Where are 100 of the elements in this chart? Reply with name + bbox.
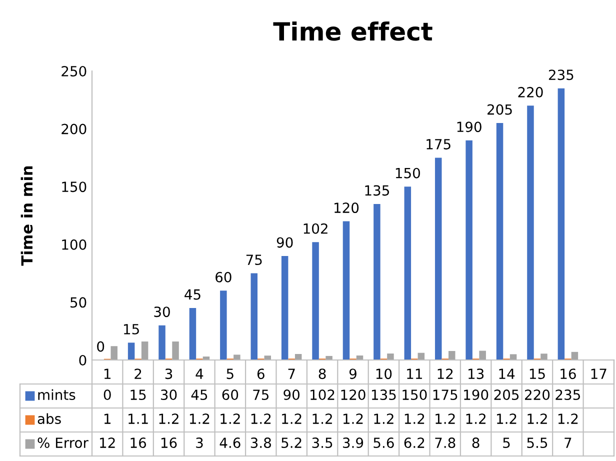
x-tick-label: 13 [468,368,484,380]
annotation: 205 [488,104,512,115]
x-tick-label: 15 [530,368,545,380]
data-label: 1.2 [497,414,516,424]
data-label: 1.2 [404,414,424,424]
data-label: 7 [564,438,572,448]
bar [172,342,179,360]
data-label: 5.6 [374,438,394,448]
y-tick-label: 250 [62,66,86,76]
data-label: 16 [161,438,177,448]
annotation: 30 [154,306,170,318]
annotation: 220 [518,86,543,98]
data-label: 5.5 [527,438,548,448]
data-label: 1.2 [374,414,394,424]
bar [281,256,288,360]
x-tick-label: 12 [438,368,453,379]
data-label: 0 [104,390,111,400]
annotation: 120 [334,202,359,214]
y-axis-title: Time in min [20,166,33,266]
x-tick-label: 2 [134,368,142,379]
bar [128,342,135,360]
bar [510,354,517,360]
x-tick-label: 7 [288,368,295,379]
x-tick-label: 8 [318,368,326,380]
data-label: 235 [556,390,580,400]
bar [479,350,486,360]
data-label: 1.2 [251,414,271,424]
data-label: 12 [100,438,115,448]
data-label: 3 [196,438,203,448]
bar [374,204,380,360]
data-label: 30 [160,390,177,400]
annotation: 75 [246,254,262,266]
bar [466,140,472,360]
chart-title: Time effect [273,21,432,41]
data-label: 90 [284,390,300,400]
data-label: 135 [372,390,396,400]
data-label: 1.2 [558,414,578,424]
y-tick-label: 50 [70,297,86,308]
data-label: 150 [402,390,427,400]
annotation: 175 [426,139,450,150]
bar [527,106,534,360]
annotation: 0 [97,341,104,352]
bar [387,354,394,360]
x-tick-label: 5 [226,368,234,380]
bar [234,354,240,360]
data-label: 120 [341,390,366,400]
annotation: 90 [276,237,293,248]
data-label: 1.2 [466,414,486,424]
data-label: 1 [104,414,110,424]
bar [141,342,148,360]
annotation: 135 [365,185,389,196]
data-label: 6.2 [404,438,424,448]
data-label: 102 [310,390,334,400]
data-label: 1.2 [282,414,302,424]
annotation: 15 [124,324,139,334]
bar [404,186,412,360]
data-label: 4.6 [220,438,240,448]
bar [448,350,456,360]
data-label: 1.2 [528,414,547,424]
data-label: 1.2 [220,414,240,424]
data-label: 175 [433,390,458,400]
bar [326,356,332,360]
data-label: 7.8 [435,438,456,448]
data-label: 205 [494,390,519,400]
annotation: 150 [396,168,420,178]
data-label: 1.2 [190,414,210,424]
bar [342,221,350,360]
x-tick-label: 14 [499,368,515,379]
data-label: 5.2 [282,438,302,448]
bar [434,158,442,360]
data-label: 3.5 [312,438,332,448]
y-tick-label: 150 [62,182,86,192]
x-tick-label: 6 [257,368,264,380]
x-tick-label: 9 [349,368,356,380]
bar [250,273,258,360]
annotation: 190 [457,122,482,132]
data-label: 1.2 [312,414,332,424]
data-label: 190 [464,390,488,400]
x-tick-label: 11 [407,368,422,379]
data-label: 16 [130,438,146,448]
bar [220,290,227,360]
data-label: 1.1 [128,414,148,424]
data-label: 3.8 [250,438,271,448]
x-tick-label: 17 [591,368,606,379]
legend-label: mints [38,389,76,400]
annotation: 45 [184,289,200,300]
y-tick-label: 200 [62,124,86,134]
data-label: 5 [503,438,510,448]
bar [496,123,504,360]
x-tick-label: 3 [165,368,172,380]
bar [189,308,196,360]
data-label: 220 [525,390,550,400]
data-label: 60 [222,390,238,400]
annotation: 60 [216,272,232,282]
x-tick-label: 1 [104,368,110,379]
data-label: 1.2 [159,414,178,424]
annotation: 102 [304,223,328,234]
data-label: 75 [253,390,269,400]
bar [312,242,319,360]
data-label: 15 [130,390,146,400]
